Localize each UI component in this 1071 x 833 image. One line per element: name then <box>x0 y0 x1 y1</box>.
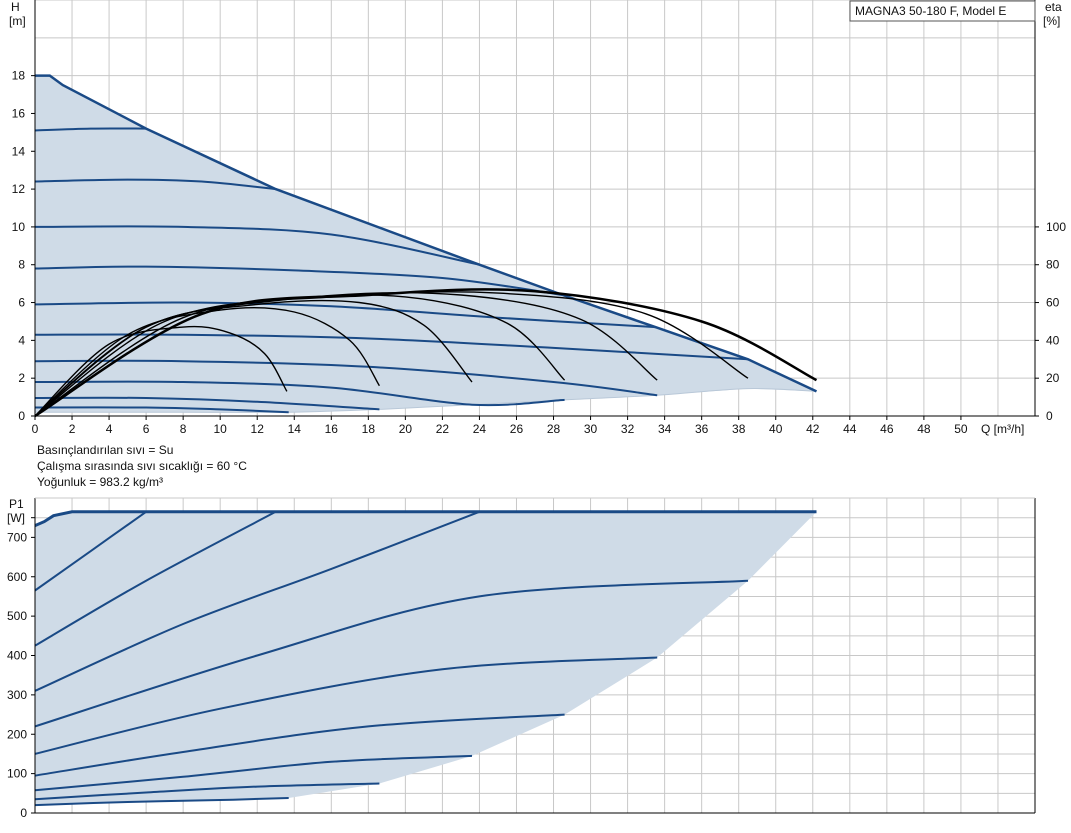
head-curve <box>34 359 658 397</box>
power-tick-label: 100 <box>7 767 27 781</box>
power-axis-title-line1: P1 <box>9 497 24 511</box>
flow-tick-label: 36 <box>695 422 709 436</box>
flow-tick-label: 38 <box>732 422 746 436</box>
eta-tick-label: 0 <box>1046 409 1053 423</box>
flow-tick-label: 24 <box>473 422 487 436</box>
power-operating-area-fill <box>35 511 817 806</box>
eta-tick-label: 20 <box>1046 371 1060 385</box>
head-tick-label: 2 <box>18 371 25 385</box>
eta-tick-label: 80 <box>1046 258 1060 272</box>
flow-tick-label: 8 <box>180 422 187 436</box>
power-operating-area <box>35 511 817 806</box>
head-tick-label: 0 <box>18 409 25 423</box>
flow-tick-label: 10 <box>214 422 228 436</box>
flow-tick-label: 42 <box>806 422 820 436</box>
flow-tick-label: 0 <box>32 422 39 436</box>
head-tick-label: 18 <box>12 69 26 83</box>
flow-tick-label: 34 <box>658 422 672 436</box>
eta-tick-label: 40 <box>1046 333 1060 347</box>
min-curve-line <box>35 388 817 413</box>
flow-tick-label: 44 <box>843 422 857 436</box>
power-chart-axes: 0 100 200 300 400 500 600 700 <box>7 497 1036 820</box>
efficiency-curves <box>34 288 818 418</box>
head-chart-axes: 0 2 4 6 8 10 12 14 16 18 20 22 24 26 28 30 32 34 36 38 40 42 4… <box>12 0 1066 436</box>
eta-axis-title-line2: [%] <box>1043 14 1060 28</box>
flow-tick-label: 20 <box>399 422 413 436</box>
head-curve <box>34 127 147 132</box>
fluid-info-liquid: Basınçlandırılan sıvı = Su <box>37 443 174 457</box>
pump-model-legend: MAGNA3 50-180 F, Model E <box>849 0 1036 22</box>
flow-tick-label: 6 <box>143 422 150 436</box>
head-tick-label: 16 <box>12 106 26 120</box>
max-power-curve <box>34 510 817 527</box>
flow-tick-label: 30 <box>584 422 598 436</box>
flow-tick-label: 40 <box>769 422 783 436</box>
power-tick-label: 0 <box>20 806 27 820</box>
efficiency-curve <box>34 325 288 417</box>
power-curves <box>34 510 817 807</box>
head-operating-area-fill <box>35 75 817 413</box>
power-curve <box>34 656 658 755</box>
head-tick-label: 8 <box>18 258 25 272</box>
head-curve <box>34 265 563 296</box>
fluid-info: Basınçlandırılan sıvı = Su Çalışma sıras… <box>37 442 247 490</box>
head-axis-title-line1: H <box>11 0 20 14</box>
flow-tick-label: 4 <box>106 422 113 436</box>
flow-tick-label: 50 <box>954 422 968 436</box>
head-tick-label: 14 <box>12 144 26 158</box>
power-curve <box>34 510 277 647</box>
power-tick-label: 700 <box>7 530 27 544</box>
head-operating-area <box>35 75 817 413</box>
head-curve <box>34 333 749 361</box>
head-curve <box>34 225 480 266</box>
pump-model-label: MAGNA3 50-180 F, Model E <box>855 4 1006 18</box>
head-tick-label: 4 <box>18 333 25 347</box>
flow-tick-label: 16 <box>325 422 339 436</box>
power-curve <box>34 510 480 692</box>
flow-axis-title: Q [m³/h] <box>981 422 1024 436</box>
flow-tick-label: 22 <box>436 422 450 436</box>
power-curve <box>34 797 289 807</box>
flow-tick-label: 26 <box>510 422 524 436</box>
head-curves <box>34 74 818 414</box>
efficiency-curve <box>34 306 380 417</box>
power-curve <box>34 713 565 777</box>
power-curve <box>34 782 380 801</box>
eta-tick-label: 60 <box>1046 296 1060 310</box>
fluid-info-temperature: Çalışma sırasında sıvı sıcaklığı = 60 °C <box>37 459 247 473</box>
head-tick-label: 10 <box>12 220 26 234</box>
head-tick-label: 6 <box>18 296 25 310</box>
flow-tick-label: 28 <box>547 422 561 436</box>
power-curve <box>34 579 749 728</box>
power-tick-label: 300 <box>7 688 27 702</box>
eta-tick-label: 100 <box>1046 220 1066 234</box>
head-tick-label: 12 <box>12 182 26 196</box>
efficiency-curve <box>34 292 658 417</box>
head-curve <box>34 380 565 407</box>
power-tick-label: 400 <box>7 649 27 663</box>
head-curve <box>34 178 276 191</box>
head-curve <box>34 396 380 411</box>
efficiency-curve <box>34 288 818 418</box>
flow-tick-label: 48 <box>917 422 931 436</box>
fluid-info-density: Yoğunluk = 983.2 kg/m³ <box>37 475 163 489</box>
power-curve <box>34 510 147 592</box>
flow-tick-label: 2 <box>69 422 76 436</box>
flow-tick-label: 18 <box>362 422 376 436</box>
flow-tick-label: 32 <box>621 422 635 436</box>
max-head-curve <box>35 74 818 393</box>
flow-tick-label: 12 <box>251 422 265 436</box>
power-curve <box>34 754 473 792</box>
power-tick-label: 500 <box>7 609 27 623</box>
flow-tick-label: 14 <box>288 422 302 436</box>
eta-axis-title-line1: eta <box>1045 0 1062 14</box>
power-tick-label: 200 <box>7 727 27 741</box>
power-tick-label: 600 <box>7 570 27 584</box>
head-curve <box>34 301 656 329</box>
flow-tick-label: 46 <box>880 422 894 436</box>
head-curve <box>34 406 289 414</box>
power-axis-title-line2: [W] <box>7 511 25 525</box>
head-axis-title-line2: [m] <box>9 14 26 28</box>
